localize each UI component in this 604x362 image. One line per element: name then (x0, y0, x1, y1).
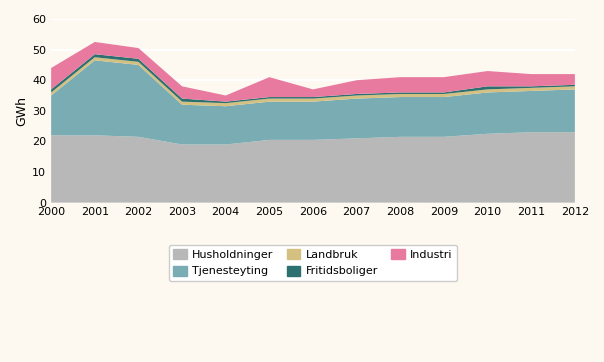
Legend: Husholdninger, Tjenesteyting, Landbruk, Fritidsboliger, Industri: Husholdninger, Tjenesteyting, Landbruk, … (169, 245, 457, 281)
Y-axis label: GWh: GWh (15, 96, 28, 126)
